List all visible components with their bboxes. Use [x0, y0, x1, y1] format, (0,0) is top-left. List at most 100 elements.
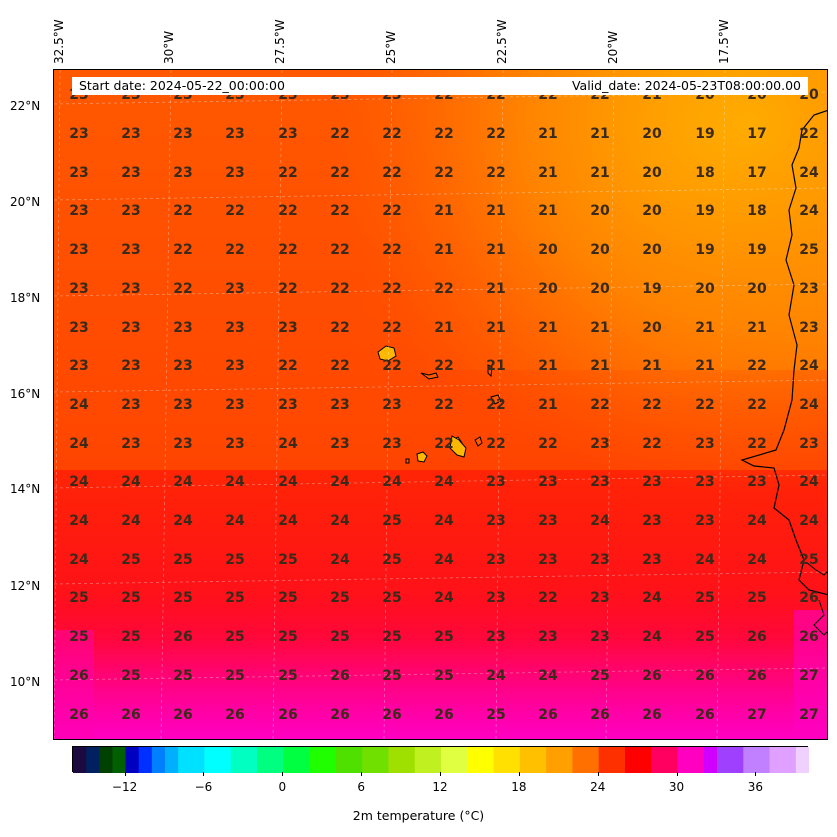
grid-value: 26: [434, 706, 454, 723]
grid-value: 23: [747, 474, 767, 491]
grid-value: 24: [330, 551, 350, 568]
grid-value: 23: [225, 126, 245, 142]
grid-value: 21: [538, 126, 558, 142]
grid-value: 24: [538, 667, 558, 684]
grid-value: 22: [590, 396, 610, 413]
colorbar-segment: [283, 747, 298, 773]
grid-value: 25: [69, 590, 89, 607]
colorbar-segment: [296, 747, 311, 773]
grid-value: 26: [225, 706, 245, 723]
grid-value: 20: [642, 319, 662, 336]
lat-label: 22°N: [10, 99, 41, 113]
temperature-map: 23 23 23 23 23 23 23 22 22 22 22 21 20 20 20 23 23 23 23 23…: [53, 69, 828, 740]
grid-value: 26: [69, 706, 89, 723]
grid-value: 21: [434, 242, 454, 259]
grid-value: 23: [590, 551, 610, 568]
grid-value: 26: [330, 706, 350, 723]
lat-label: 10°N: [10, 675, 41, 689]
grid-value: 22: [434, 435, 454, 452]
grid-value: 22: [330, 242, 350, 259]
grid-value: 23: [69, 203, 89, 220]
grid-value: 24: [799, 358, 819, 375]
grid-value: 23: [799, 319, 819, 336]
grid-value: 24: [642, 590, 662, 607]
colorbar-tick-label: 6: [357, 780, 365, 794]
grid-value: 22: [382, 203, 402, 220]
grid-value: 22: [642, 435, 662, 452]
grid-value: 25: [278, 590, 298, 607]
grid-value: 24: [69, 513, 89, 529]
grid-value: 22: [538, 435, 558, 452]
grid-value: 21: [434, 203, 454, 220]
grid-value: 22: [382, 242, 402, 259]
colorbar-tickmark: [676, 772, 678, 776]
lon-label: 32.5°W: [52, 19, 66, 64]
grid-value: 27: [799, 706, 819, 723]
lat-label: 18°N: [10, 291, 41, 305]
grid-value: 23: [173, 126, 193, 142]
colorbar-segment: [703, 747, 718, 773]
grid-value: 23: [590, 435, 610, 452]
grid-value: 24: [590, 513, 610, 529]
grid-value: 24: [799, 513, 819, 529]
colorbar-segment: [480, 747, 495, 773]
grid-value: 23: [486, 629, 506, 646]
grid-value: 26: [590, 706, 610, 723]
grid-value: 25: [434, 667, 454, 684]
colorbar-segment: [427, 747, 442, 773]
colorbar-segment: [86, 747, 100, 773]
grid-value: 17: [747, 126, 767, 142]
grid-value: 25: [382, 513, 402, 529]
grid-value: 26: [695, 706, 715, 723]
graticule: [54, 70, 827, 739]
grid-value: 23: [695, 435, 715, 452]
grid-value: 23: [121, 319, 141, 336]
grid-value: 22: [747, 435, 767, 452]
grid-value: 22: [225, 203, 245, 220]
colorbar-segment: [414, 747, 429, 773]
grid-value: 23: [225, 280, 245, 297]
grid-value: 23: [69, 164, 89, 181]
colorbar-segment: [690, 747, 705, 773]
colorbar-tickmark: [282, 772, 284, 776]
lon-label: 25°W: [384, 30, 398, 64]
grid-value: 26: [330, 667, 350, 684]
colorbar-segment: [743, 747, 758, 773]
grid-value: 23: [799, 280, 819, 297]
colorbar-segment: [375, 747, 390, 773]
grid-value: 25: [695, 590, 715, 607]
grid-value: 24: [799, 474, 819, 491]
grid-value: 23: [225, 396, 245, 413]
grid-value: 25: [225, 590, 245, 607]
grid-value: 20: [695, 280, 715, 297]
grid-value: 24: [173, 513, 193, 529]
grid-value: 24: [434, 551, 454, 568]
grid-value: 27: [747, 706, 767, 723]
grid-value: 20: [590, 242, 610, 259]
start-date: Start date: 2024-05-22_00:00:00: [79, 78, 285, 93]
colorbar-tickmark: [518, 772, 520, 776]
colorbar-segment: [730, 747, 744, 773]
colorbar-tickmark: [124, 772, 126, 776]
grid-value: 25: [382, 551, 402, 568]
grid-value: 17: [747, 164, 767, 181]
colorbar-segment: [230, 747, 245, 773]
colorbar-segment: [401, 747, 416, 773]
colorbar-segment: [493, 747, 508, 773]
grid-value: 23: [173, 396, 193, 413]
grid-value: 27: [799, 667, 819, 684]
colorbar-segment: [138, 747, 153, 773]
grid-value: 23: [69, 126, 89, 142]
grid-value: 24: [278, 435, 298, 452]
colorbar-segment: [125, 747, 140, 773]
grid-value: 25: [121, 667, 141, 684]
grid-value: 25: [382, 629, 402, 646]
valid-date: Valid_date: 2024-05-23T08:00:00.00: [571, 78, 801, 93]
grid-value: 20: [642, 242, 662, 259]
grid-value: 23: [382, 396, 402, 413]
colorbar-tickmark: [597, 772, 599, 776]
grid-value: 23: [538, 551, 558, 568]
grid-value: 23: [799, 435, 819, 452]
grid-value: 23: [121, 126, 141, 142]
grid-value: 23: [642, 513, 662, 529]
